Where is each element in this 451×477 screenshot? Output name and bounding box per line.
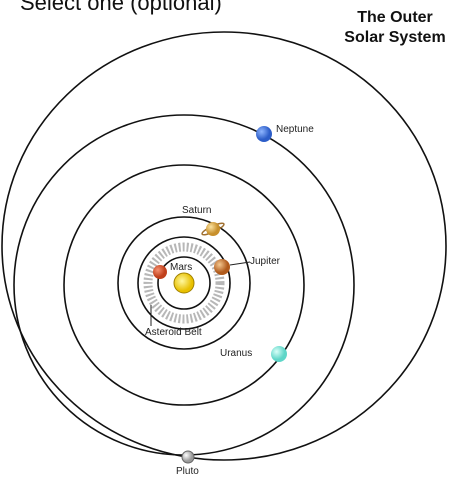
uranus	[271, 346, 287, 362]
title-line: Solar System	[344, 29, 445, 46]
caption: Select one (optional)	[20, 0, 222, 15]
planet-label: Mars	[170, 262, 192, 273]
saturn	[206, 222, 220, 236]
planet-label: Uranus	[220, 348, 252, 359]
title-line: The Outer	[357, 9, 433, 26]
planet-label: Pluto	[176, 466, 199, 477]
jupiter	[214, 259, 230, 275]
pluto-orbit	[2, 32, 446, 460]
planet-label: Jupiter	[250, 256, 281, 267]
neptune	[256, 126, 272, 142]
solar-system-diagram: Select one (optional) The Outer Solar Sy…	[0, 0, 451, 477]
pluto	[182, 451, 194, 463]
sun	[174, 273, 194, 293]
mars	[153, 265, 167, 279]
region-label: Asteroid Belt	[145, 327, 202, 338]
planet-label: Saturn	[182, 205, 211, 216]
planet-label: Neptune	[276, 124, 314, 135]
